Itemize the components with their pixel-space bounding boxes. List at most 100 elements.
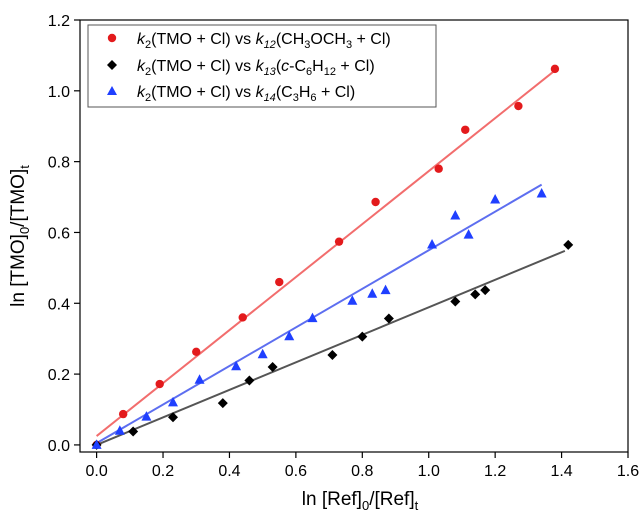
x-tick-label: 0.4 <box>218 463 240 480</box>
legend-marker-circle <box>107 33 117 43</box>
data-point-series-3 <box>427 238 438 249</box>
legend-2-k2: k <box>256 58 265 75</box>
data-point-series-2 <box>217 398 228 409</box>
legend-2-text5: + Cl) <box>336 58 375 75</box>
data-point-series-2 <box>244 375 255 386</box>
data-point-series-3 <box>536 188 547 198</box>
legend-entry-3: k2(TMO + Cl) vs k14(C3H6 + Cl) <box>137 84 355 104</box>
data-point-series-2 <box>357 331 368 342</box>
legend-1-text4: + Cl) <box>352 31 391 48</box>
legend-1-ksub: 2 <box>145 39 151 51</box>
x-axis-title-sub1: 0 <box>362 498 369 513</box>
legend-marker-triangle <box>107 86 117 95</box>
tick-layer: 0.0 0.2 0.4 0.6 0.8 1.0 1.2 1.4 1.6 0.0 0.2 0.4 0.6 0… <box>48 13 639 480</box>
y-tick-label: 0.4 <box>48 296 70 313</box>
legend-2-s2: 12 <box>324 66 336 78</box>
data-point-series-3 <box>380 284 391 295</box>
legend-1-s1: 3 <box>304 39 310 51</box>
fit-line-series-2 <box>96 249 566 446</box>
legend-1-s2: 3 <box>346 39 352 51</box>
data-point-series-2 <box>563 239 574 250</box>
y-tick-label: 0.0 <box>48 438 70 455</box>
x-tick-label: 0.2 <box>152 463 174 480</box>
data-point-series-2 <box>128 426 139 437</box>
y-axis-title-main: ln [TMO] <box>8 234 29 307</box>
data-point-series-2 <box>167 412 178 423</box>
fit-line-layer <box>95 67 566 446</box>
x-tick-label: 1.4 <box>550 463 572 480</box>
x-axis-title: ln [Ref]0/[Ref]t <box>302 489 419 513</box>
legend: k2(TMO + Cl) vs k12(CH3OCH3 + Cl) k2(TMO… <box>87 24 437 108</box>
legend-3-text2: (C <box>276 84 293 101</box>
legend-entry-1: k2(TMO + Cl) vs k12(CH3OCH3 + Cl) <box>137 31 391 51</box>
data-point-series-1 <box>371 197 380 207</box>
legend-2-text1: (TMO + Cl) vs <box>151 58 255 75</box>
legend-3-text1: (TMO + Cl) vs <box>151 84 255 101</box>
legend-1-text1: (TMO + Cl) vs <box>151 31 255 48</box>
legend-2-k: k <box>137 58 146 75</box>
data-point-series-1 <box>550 64 560 74</box>
data-point-series-3 <box>367 288 378 298</box>
legend-3-s1: 3 <box>293 92 299 104</box>
y-tick-label: 0.2 <box>48 367 70 384</box>
x-tick-label: 1.6 <box>617 463 639 480</box>
x-tick-label: 1.0 <box>418 463 440 480</box>
data-point-series-3 <box>194 374 205 384</box>
legend-1-text2: (CH <box>276 31 304 48</box>
legend-3-s2: 6 <box>310 92 316 104</box>
legend-entry-2: k2(TMO + Cl) vs k13(c-C6H12 + Cl) <box>137 58 375 78</box>
data-point-series-2 <box>327 349 338 360</box>
data-point-series-3 <box>257 348 268 359</box>
data-point-series-1 <box>334 237 344 246</box>
data-point-series-3 <box>490 194 501 204</box>
x-tick-label: 0.6 <box>285 463 307 480</box>
legend-2-text3: -C <box>289 58 306 75</box>
plot-frame <box>79 19 629 453</box>
x-tick-label: 1.2 <box>484 463 506 480</box>
y-axis-title-sub2: t <box>17 165 32 169</box>
legend-2-s1: 6 <box>306 66 312 78</box>
y-axis-title: ln [TMO]0/[TMO]t <box>8 165 32 307</box>
data-point-series-1 <box>461 125 470 134</box>
y-tick-label: 0.8 <box>48 155 70 172</box>
legend-3-k2sub: 14 <box>264 92 276 104</box>
legend-2-italic: c <box>281 58 289 75</box>
x-axis-title-mid: /[Ref] <box>369 489 414 510</box>
data-point-series-1 <box>118 409 128 419</box>
data-point-series-2 <box>383 313 394 324</box>
legend-1-k2sub: 12 <box>264 39 276 51</box>
data-point-series-1 <box>275 277 284 287</box>
data-point-series-3 <box>347 295 358 305</box>
fit-line-series-1 <box>95 67 559 437</box>
y-tick-label: 1.0 <box>48 84 70 101</box>
data-point-series-3 <box>450 209 461 220</box>
legend-1-k: k <box>137 31 146 48</box>
data-point-series-3 <box>141 411 152 421</box>
data-point-series-3 <box>307 312 318 323</box>
x-tick-label: 0.0 <box>85 463 107 480</box>
data-point-series-2 <box>480 285 491 296</box>
y-tick-label: 0.6 <box>48 225 70 242</box>
legend-1-text3: OCH <box>310 31 346 48</box>
y-axis-title-sub1: 0 <box>17 227 32 234</box>
data-point-series-2 <box>267 362 278 373</box>
legend-1-k2: k <box>256 31 265 48</box>
data-point-series-1 <box>155 379 164 389</box>
legend-3-k: k <box>137 84 146 101</box>
legend-3-k2: k <box>256 84 265 101</box>
data-point-series-3 <box>284 330 295 341</box>
legend-3-ksub: 2 <box>145 92 151 104</box>
data-point-layer <box>91 64 574 450</box>
x-tick-label: 0.8 <box>351 463 373 480</box>
data-point-series-3 <box>463 229 474 239</box>
legend-3-text3: H <box>299 84 311 101</box>
data-point-series-3 <box>114 425 125 435</box>
data-point-series-1 <box>514 101 523 111</box>
data-point-series-3 <box>231 360 242 371</box>
x-axis-title-sub2: t <box>415 498 419 513</box>
legend-2-text4: H <box>312 58 324 75</box>
data-point-series-2 <box>450 296 461 307</box>
legend-2-k2sub: 13 <box>264 66 277 78</box>
data-point-series-3 <box>167 396 178 407</box>
